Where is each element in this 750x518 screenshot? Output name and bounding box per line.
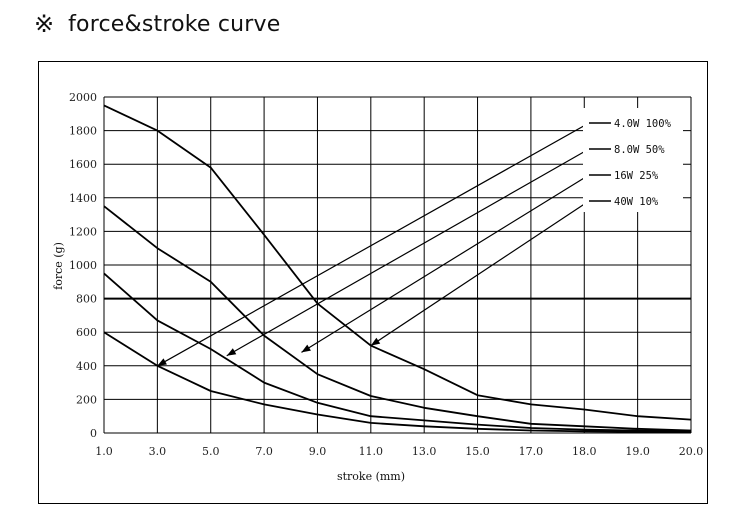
y-tick-labels: 0 200 400 600 800 1000 1200 1400 1600 1800 2000 xyxy=(69,91,97,440)
y-tick-label: 200 xyxy=(76,393,97,406)
y-tick-label: 1400 xyxy=(69,192,97,205)
legend-label-3: 16W 25% xyxy=(614,170,659,182)
x-axis-title: stroke (mm) xyxy=(337,470,405,483)
y-tick-label: 1200 xyxy=(69,225,97,238)
chart-frame xyxy=(38,61,708,504)
y-tick-label: 800 xyxy=(76,293,97,306)
legend: 4.0W 100% 8.0W 50% 16W 25% 40W 10% xyxy=(583,108,683,212)
series-line-2 xyxy=(103,205,692,432)
legend-label-2: 8.0W 50% xyxy=(614,144,665,156)
x-tick-label: 18.0 xyxy=(572,445,597,458)
legend-arrow-line-4 xyxy=(370,200,590,347)
series-line-4 xyxy=(103,331,692,434)
legend-arrow-line-1 xyxy=(157,122,590,367)
legend-arrowhead-1 xyxy=(157,358,167,366)
legend-arrows xyxy=(157,122,590,367)
legend-arrowhead-3 xyxy=(301,344,311,353)
legend-background xyxy=(583,108,683,212)
y-axis-title: force (g) xyxy=(52,242,65,290)
x-tick-label: 19.0 xyxy=(625,445,650,458)
legend-label-4: 40W 10% xyxy=(614,196,659,208)
reference-mark-icon: ※ xyxy=(34,10,55,38)
y-tick-label: 0 xyxy=(90,427,97,440)
y-tick-label: 1600 xyxy=(69,158,97,171)
x-tick-label: 15.0 xyxy=(465,445,490,458)
x-tick-labels: 1.0 3.0 5.0 7.0 9.0 11.0 13.0 15.0 17.0 18.0 19.0 2… xyxy=(95,445,703,458)
x-tick-label: 5.0 xyxy=(202,445,220,458)
series-line-1 xyxy=(103,104,692,421)
x-tick-label: 7.0 xyxy=(255,445,273,458)
x-tick-label: 17.0 xyxy=(519,445,544,458)
y-tick-label: 400 xyxy=(76,360,97,373)
x-tick-label: 1.0 xyxy=(95,445,113,458)
legend-label-1: 4.0W 100% xyxy=(614,118,672,130)
legend-arrowhead-4 xyxy=(370,337,381,346)
series-line-3 xyxy=(103,272,692,433)
y-tick-label: 2000 xyxy=(69,91,97,104)
x-tick-label: 13.0 xyxy=(412,445,437,458)
page-title: force&stroke curve xyxy=(68,11,281,37)
y-tick-label: 1800 xyxy=(69,125,97,138)
x-tick-label: 3.0 xyxy=(149,445,167,458)
y-tick-label: 600 xyxy=(76,326,97,339)
x-tick-label: 20.0 xyxy=(679,445,704,458)
legend-arrowhead-2 xyxy=(226,348,237,356)
legend-arrow-line-3 xyxy=(301,174,590,353)
series-lines xyxy=(103,104,692,434)
x-tick-label: 9.0 xyxy=(309,445,327,458)
x-tick-label: 11.0 xyxy=(359,445,384,458)
chart-heading: ※ force&stroke curve xyxy=(34,6,281,42)
legend-arrow-line-2 xyxy=(226,148,590,357)
y-tick-label: 1000 xyxy=(69,259,97,272)
